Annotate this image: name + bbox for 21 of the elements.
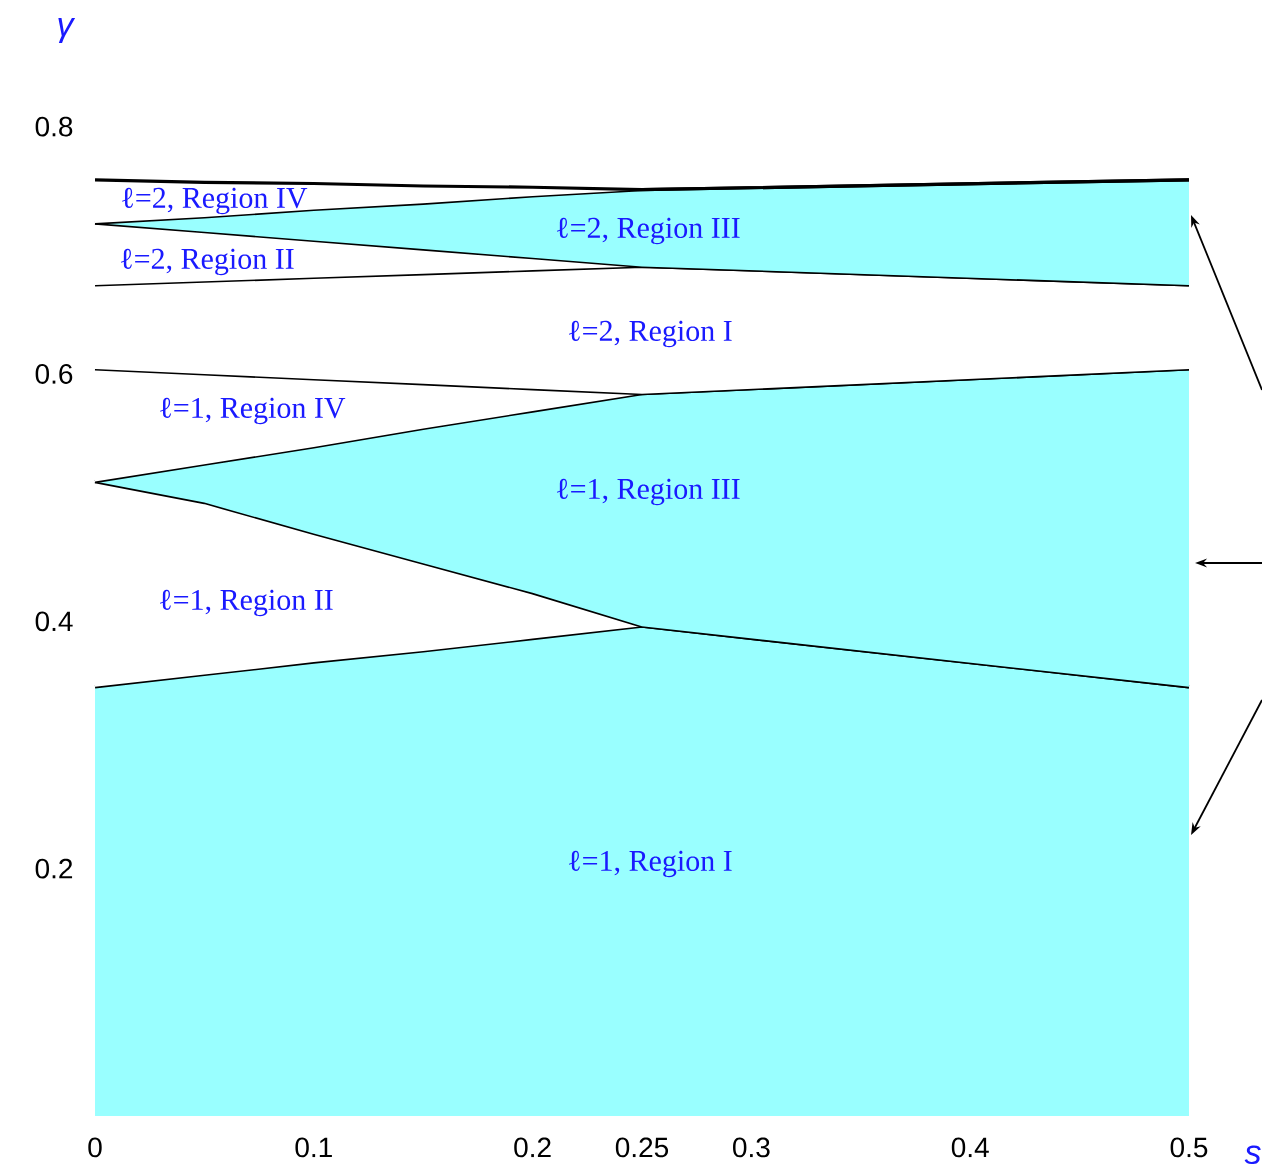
series-label: ℓ=1, Region IV: [160, 397, 346, 425]
series-label: ℓ=1, Region II: [160, 589, 333, 617]
x-tick-label: 0.2: [514, 1137, 551, 1158]
x-axis-title: s: [1244, 1145, 1261, 1165]
x-tick-label: 0.25: [615, 1137, 669, 1158]
x-tick-label: 0: [88, 1137, 102, 1158]
series-label: ℓ=2, Region IV: [122, 187, 308, 215]
x-tick-label: 0.3: [733, 1137, 770, 1158]
series-label: ℓ=1, Region I: [569, 850, 732, 878]
y-tick-label: 0.8: [35, 116, 73, 137]
x-tick-label: 0.4: [951, 1137, 989, 1158]
y-tick-label: 0.6: [35, 364, 73, 384]
series-label: ℓ=1, Region III: [557, 478, 740, 506]
y-axis-title: γ: [58, 18, 76, 44]
x-tick-label: 0.1: [295, 1137, 332, 1158]
series-label: ℓ=2, Region I: [569, 320, 732, 348]
y-tick-label: 0.2: [35, 858, 73, 879]
series-label: ℓ=2, Region III: [557, 217, 740, 245]
y-tick-label: 0.4: [35, 611, 73, 632]
x-tick-label: 0.5: [1170, 1137, 1208, 1158]
series-label: ℓ=2, Region II: [121, 248, 294, 276]
